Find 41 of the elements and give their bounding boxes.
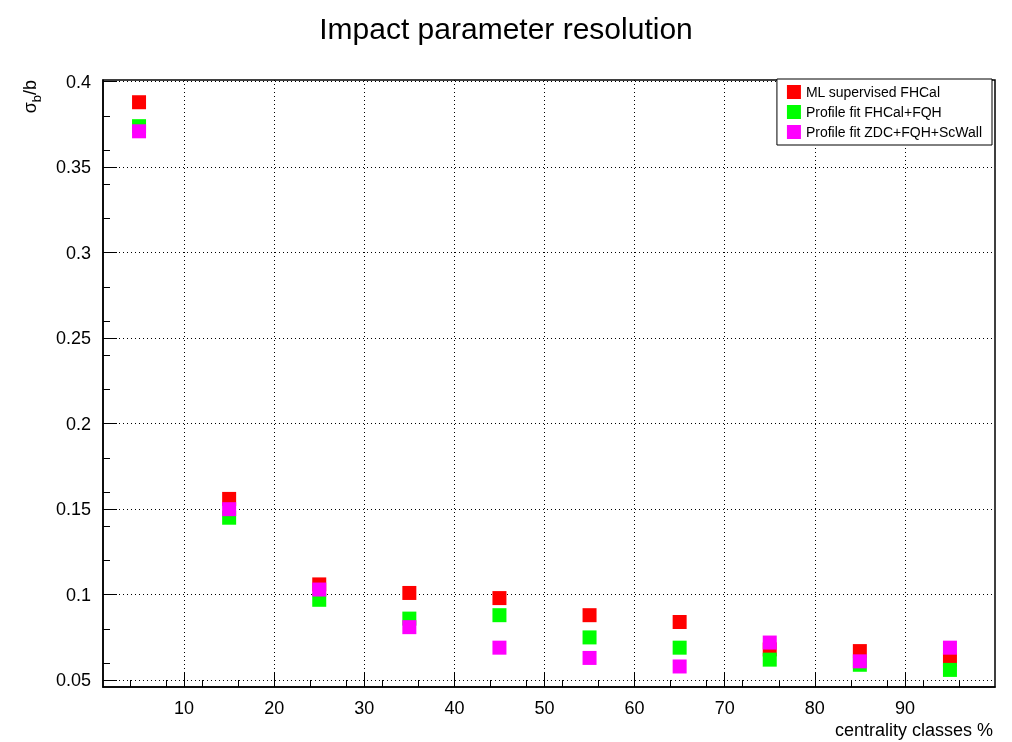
y-tick-label: 0.25	[55, 328, 91, 349]
point	[762, 635, 777, 650]
legend-label: ML supervised FHCal	[805, 84, 941, 100]
y-tick-label: 0.3	[65, 242, 91, 263]
y-tick-label: 0.1	[65, 584, 91, 605]
x-tick-label: 70	[714, 698, 735, 718]
point	[222, 502, 237, 517]
x-axis-title: centrality classes %	[834, 720, 993, 740]
legend-label: Profile fit ZDC+FQH+ScWall	[805, 124, 983, 140]
point	[492, 608, 507, 623]
point	[582, 650, 597, 665]
point	[942, 662, 957, 677]
x-tick-label: 40	[444, 698, 465, 718]
y-tick-label: 0.35	[55, 157, 91, 178]
point	[672, 659, 687, 674]
y-tick-label: 0.4	[65, 71, 91, 92]
x-tick-label: 60	[624, 698, 645, 718]
point	[672, 615, 687, 630]
point	[132, 95, 147, 110]
point	[132, 124, 147, 139]
y-tick-label: 0.15	[55, 499, 91, 520]
x-tick-label: 80	[804, 698, 825, 718]
point	[942, 640, 957, 655]
point	[312, 582, 327, 597]
x-tick-label: 50	[534, 698, 555, 718]
point	[492, 640, 507, 655]
y-tick-label: 0.2	[65, 413, 91, 434]
point	[402, 585, 417, 600]
x-tick-label: 90	[894, 698, 915, 718]
legend-label: Profile fit FHCal+FQH	[805, 104, 942, 120]
x-tick-label: 30	[354, 698, 375, 718]
x-tick-label: 10	[174, 698, 195, 718]
point	[582, 608, 597, 623]
point	[672, 640, 687, 655]
y-tick-label: 0.05	[55, 670, 91, 691]
point	[762, 652, 777, 667]
point	[492, 591, 507, 606]
x-tick-label: 20	[264, 698, 285, 718]
chart-title: Impact parameter resolution	[319, 11, 693, 45]
point	[402, 620, 417, 635]
point	[582, 630, 597, 645]
